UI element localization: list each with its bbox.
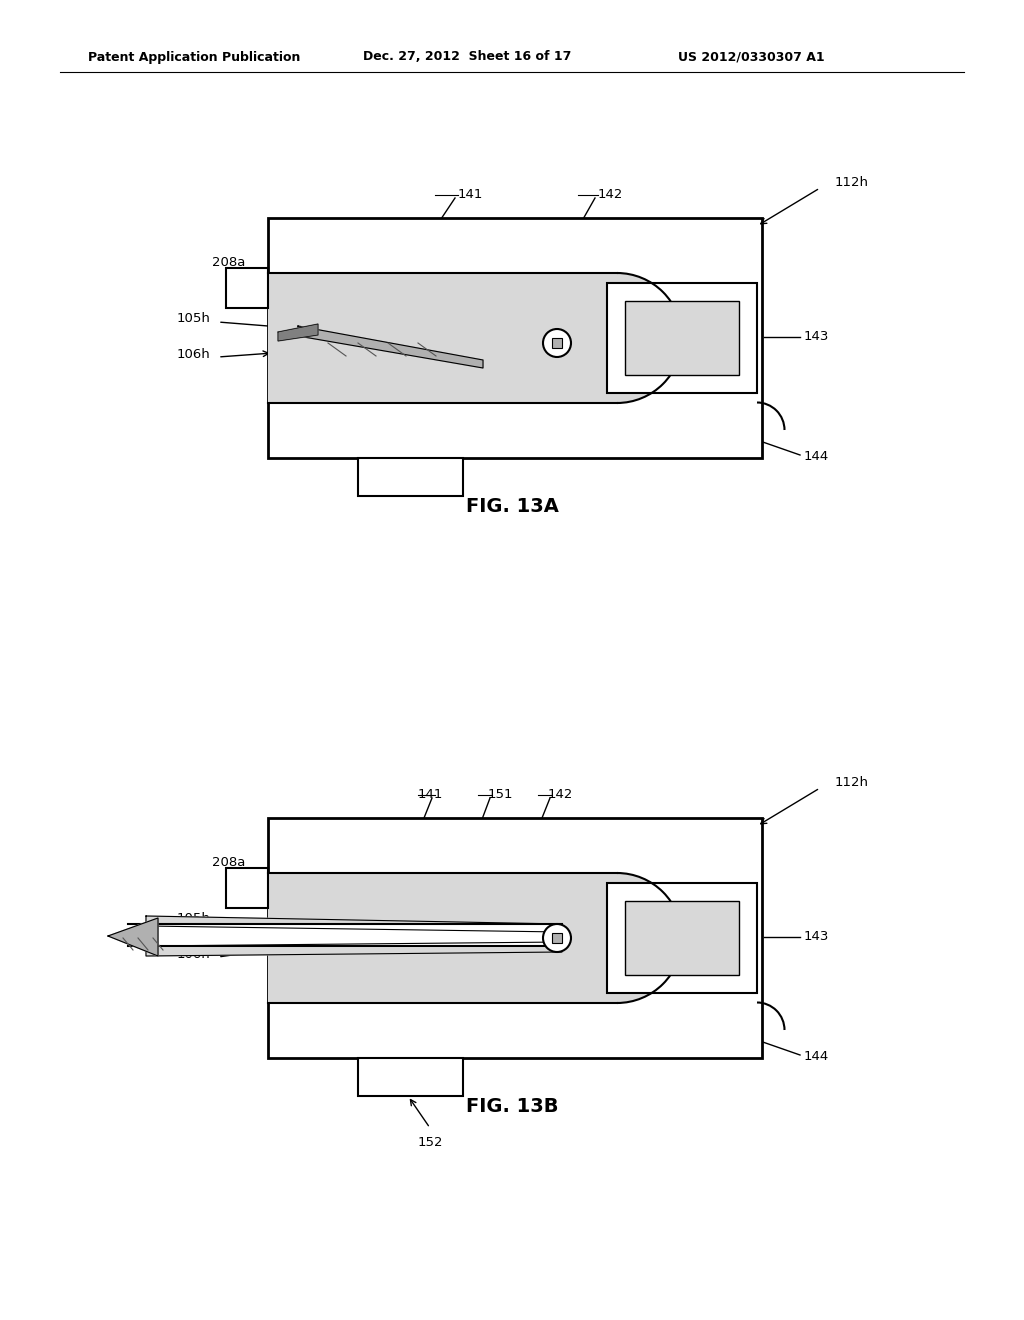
Wedge shape (617, 873, 682, 1003)
Bar (625, 902, 739, 975)
Bar (552, 338, 562, 348)
Polygon shape (146, 916, 562, 932)
Bar (268, 818, 762, 1059)
Text: FIG. 13A: FIG. 13A (466, 498, 558, 516)
Bar (226, 268, 268, 308)
Polygon shape (278, 323, 318, 341)
Text: 143: 143 (804, 330, 829, 343)
Bar (268, 873, 617, 1003)
Bar (268, 218, 762, 458)
Polygon shape (298, 326, 483, 368)
Circle shape (543, 329, 571, 356)
Bar (607, 883, 757, 993)
Text: 105h: 105h (176, 312, 210, 325)
Bar (226, 869, 268, 908)
Text: 144: 144 (804, 450, 829, 463)
Text: 142: 142 (598, 189, 624, 202)
Text: 106h: 106h (176, 348, 210, 362)
Text: 141: 141 (418, 788, 443, 801)
Bar (268, 273, 617, 403)
Circle shape (543, 924, 571, 952)
Text: 141: 141 (458, 189, 483, 202)
Text: 112h: 112h (835, 776, 869, 789)
Text: 151: 151 (488, 788, 513, 801)
Polygon shape (108, 917, 158, 956)
Text: 112h: 112h (835, 177, 869, 190)
Text: Patent Application Publication: Patent Application Publication (88, 50, 300, 63)
Bar (607, 282, 757, 393)
Text: Dec. 27, 2012  Sheet 16 of 17: Dec. 27, 2012 Sheet 16 of 17 (362, 50, 571, 63)
Bar (358, 1059, 463, 1096)
Text: 152: 152 (417, 1137, 442, 1148)
Text: 106h: 106h (176, 949, 210, 961)
Text: 208a: 208a (212, 256, 245, 268)
Text: 105h: 105h (176, 912, 210, 924)
Polygon shape (146, 942, 562, 956)
Polygon shape (128, 924, 562, 946)
Text: 144: 144 (804, 1051, 829, 1064)
Wedge shape (617, 273, 682, 403)
Text: US 2012/0330307 A1: US 2012/0330307 A1 (678, 50, 824, 63)
Text: 142: 142 (548, 788, 573, 801)
Text: 143: 143 (804, 931, 829, 944)
Text: FIG. 13B: FIG. 13B (466, 1097, 558, 1117)
Bar (358, 458, 463, 496)
Bar (552, 933, 562, 942)
Text: 208a: 208a (212, 855, 245, 869)
Bar (625, 301, 739, 375)
